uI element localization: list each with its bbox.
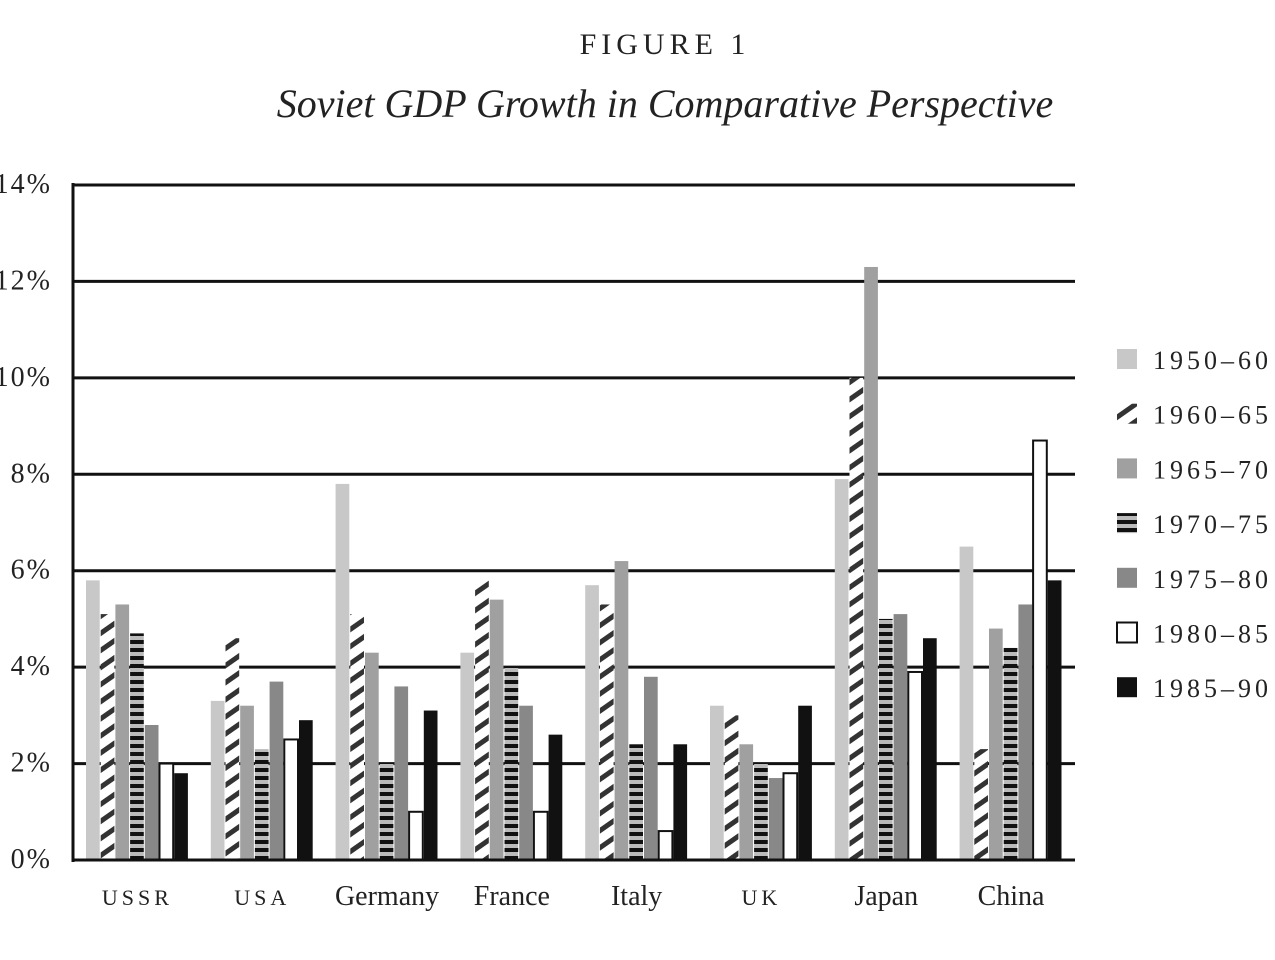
bar	[504, 667, 519, 860]
bar	[923, 638, 937, 860]
bar	[782, 772, 799, 862]
bar	[849, 377, 864, 860]
bar	[834, 479, 849, 860]
bar	[174, 773, 188, 860]
bar	[959, 546, 974, 860]
legend-label: 1950–60	[1153, 346, 1272, 375]
bar	[1018, 604, 1033, 860]
bar	[599, 604, 614, 860]
bar	[100, 614, 115, 860]
y-tick-label: 14%	[0, 169, 52, 200]
bar	[86, 580, 100, 860]
bar	[614, 561, 629, 860]
bar	[335, 483, 350, 860]
x-tick-label: USA	[234, 885, 290, 910]
bar	[269, 681, 284, 860]
chart-title: Soviet GDP Growth in Comparative Perspec…	[276, 81, 1054, 126]
x-tick-label: France	[474, 881, 550, 912]
legend-label: 1965–70	[1153, 455, 1272, 484]
bar	[532, 810, 549, 861]
bar	[283, 738, 299, 862]
bar	[644, 676, 658, 860]
bar	[1047, 580, 1062, 860]
bar	[423, 710, 438, 860]
bar	[629, 744, 643, 860]
x-tick-label: Germany	[335, 881, 439, 912]
axes: 0% 2% 4% 6% 8% 10% 12% 14% USSR USA Germany France I…	[0, 169, 1075, 912]
legend-label: 1960–65	[1153, 401, 1272, 430]
bar	[724, 715, 739, 860]
legend-label: 1985–90	[1153, 674, 1272, 703]
bar	[710, 705, 724, 860]
bar	[299, 720, 313, 860]
bar	[489, 599, 504, 860]
bar	[254, 749, 269, 860]
bar	[548, 734, 563, 860]
bar	[974, 749, 988, 860]
bar	[460, 652, 475, 860]
bar	[365, 652, 379, 860]
legend-label: 1970–75	[1153, 510, 1272, 539]
legend-swatch	[1117, 513, 1137, 534]
legend-swatch	[1117, 677, 1137, 698]
bar	[585, 585, 599, 860]
legend: 1950–60 1960–65 1965–70 1970–75 1975–80 1980–…	[1116, 346, 1272, 703]
legend-label: 1975–80	[1153, 565, 1272, 594]
bar	[394, 686, 409, 860]
grid	[73, 183, 1075, 766]
y-tick-label: 6%	[11, 555, 52, 586]
bar	[754, 763, 768, 860]
bar	[907, 670, 923, 862]
y-tick-label: 12%	[0, 265, 52, 296]
bar	[379, 763, 394, 860]
bar	[408, 810, 424, 861]
bar	[1032, 439, 1048, 861]
bar	[768, 778, 783, 860]
bar	[657, 830, 674, 861]
bar	[144, 725, 159, 860]
bar	[115, 604, 130, 860]
y-tick-label: 0%	[11, 844, 52, 875]
bar	[130, 633, 144, 860]
bar	[989, 628, 1003, 860]
bar	[475, 580, 489, 860]
bar	[210, 700, 225, 860]
legend-swatch	[1117, 403, 1137, 424]
y-tick-label: 8%	[11, 458, 52, 489]
bar	[1003, 647, 1018, 860]
bar	[739, 744, 754, 860]
bar	[225, 638, 240, 860]
legend-swatch	[1117, 458, 1137, 479]
legend-swatch	[1116, 621, 1138, 644]
x-tick-label: China	[978, 881, 1045, 912]
bar	[864, 266, 878, 860]
x-tick-label: USSR	[102, 885, 173, 910]
bar	[798, 705, 812, 860]
bar	[893, 614, 908, 860]
y-tick-label: 2%	[11, 748, 52, 779]
x-tick-label: UK	[742, 885, 782, 910]
bar	[878, 618, 893, 860]
x-tick-label: Japan	[854, 881, 918, 912]
x-tick-label: Italy	[611, 881, 662, 912]
bar	[240, 705, 254, 860]
bar	[350, 614, 364, 860]
legend-swatch	[1117, 567, 1137, 588]
bar	[673, 744, 688, 860]
bar	[519, 705, 533, 860]
y-tick-label: 4%	[11, 651, 52, 682]
legend-swatch	[1117, 349, 1137, 369]
bars	[86, 266, 1062, 862]
legend-label: 1980–85	[1153, 620, 1272, 649]
y-tick-label: 10%	[0, 362, 52, 393]
bar	[158, 762, 175, 861]
figure-label: FIGURE 1	[579, 28, 751, 61]
